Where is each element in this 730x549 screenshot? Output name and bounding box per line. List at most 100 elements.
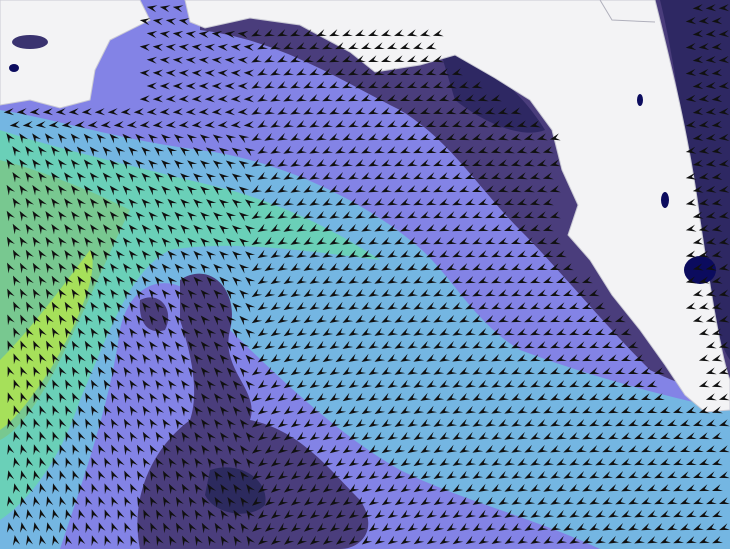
arrow <box>407 159 418 167</box>
arrow <box>374 42 385 49</box>
arrow <box>446 315 457 323</box>
arrow <box>193 276 204 287</box>
arrow <box>257 353 269 363</box>
arrow <box>342 470 354 480</box>
arrow <box>452 172 463 180</box>
arrow <box>595 328 606 335</box>
arrow <box>48 121 60 129</box>
arrow <box>206 354 217 365</box>
arrow <box>569 354 580 362</box>
arrow <box>615 497 626 505</box>
arrow <box>433 289 444 297</box>
arrow <box>130 509 138 521</box>
arrow <box>185 108 197 116</box>
arrow <box>226 341 237 352</box>
arrow <box>309 301 321 310</box>
arrow <box>168 328 178 339</box>
arrow <box>647 432 658 440</box>
arrow <box>498 444 510 453</box>
arrow <box>660 432 671 439</box>
arrow <box>213 367 224 378</box>
arrow <box>128 224 139 235</box>
arrow <box>634 484 645 492</box>
arrow <box>368 314 380 323</box>
arrow <box>65 379 73 391</box>
arrow <box>165 69 176 77</box>
arrow <box>712 536 723 544</box>
arrow <box>198 82 209 90</box>
arrow <box>65 535 73 546</box>
arrow <box>277 55 288 63</box>
arrow <box>270 249 282 258</box>
arrow <box>141 198 152 209</box>
arrow <box>368 496 380 506</box>
arrow <box>686 432 697 439</box>
arrow <box>130 457 138 469</box>
arrow <box>634 458 645 466</box>
arrow <box>303 262 315 271</box>
arrow <box>459 107 470 115</box>
arrow <box>283 171 295 180</box>
arrow <box>446 444 458 453</box>
arrow <box>211 30 223 39</box>
arrow <box>641 523 652 531</box>
arrow <box>220 458 229 469</box>
arrow <box>180 147 191 157</box>
arrow <box>576 496 587 505</box>
arrow <box>143 535 151 547</box>
arrow <box>290 210 302 219</box>
arrow <box>698 172 710 180</box>
arrow <box>537 393 548 401</box>
arrow <box>181 509 190 521</box>
arrow <box>459 237 470 245</box>
arrow <box>634 354 645 362</box>
arrow <box>277 392 289 402</box>
arrow <box>361 301 373 310</box>
arrow <box>472 522 484 532</box>
arrow <box>270 68 281 76</box>
arrow <box>70 159 81 170</box>
arrow <box>504 405 515 414</box>
arrow <box>252 522 263 532</box>
arrow <box>439 224 450 232</box>
arrow <box>368 29 379 36</box>
arrow <box>420 444 432 453</box>
arrow <box>71 211 81 222</box>
arrow <box>63 146 74 157</box>
arrow <box>407 133 418 141</box>
arrow <box>452 198 463 206</box>
arrow <box>309 171 320 180</box>
arrow <box>64 224 73 235</box>
arrow <box>705 81 717 90</box>
arrow <box>230 121 242 129</box>
arrow <box>543 250 554 257</box>
arrow <box>361 483 373 493</box>
arrow <box>38 223 47 235</box>
arrow <box>188 444 197 456</box>
arrow <box>45 159 55 170</box>
arrow <box>85 496 93 508</box>
arrow <box>446 133 457 140</box>
arrow <box>426 250 437 258</box>
arrow <box>576 393 587 401</box>
arrow <box>316 262 328 271</box>
arrow <box>543 509 555 518</box>
arrow <box>634 380 645 387</box>
arrow <box>335 379 347 389</box>
arrow <box>602 471 613 479</box>
arrow <box>368 522 380 532</box>
arrow <box>104 457 112 469</box>
arrow <box>381 288 393 297</box>
arrow <box>316 496 328 506</box>
arrow <box>59 418 67 430</box>
arrow <box>316 314 328 323</box>
arrow <box>7 262 15 274</box>
arrow <box>420 289 431 297</box>
arrow <box>511 159 522 167</box>
arrow <box>705 341 717 349</box>
arrow <box>504 457 516 466</box>
arrow <box>7 470 15 481</box>
arrow <box>218 147 230 157</box>
arrow <box>58 288 67 300</box>
arrow <box>122 185 133 196</box>
